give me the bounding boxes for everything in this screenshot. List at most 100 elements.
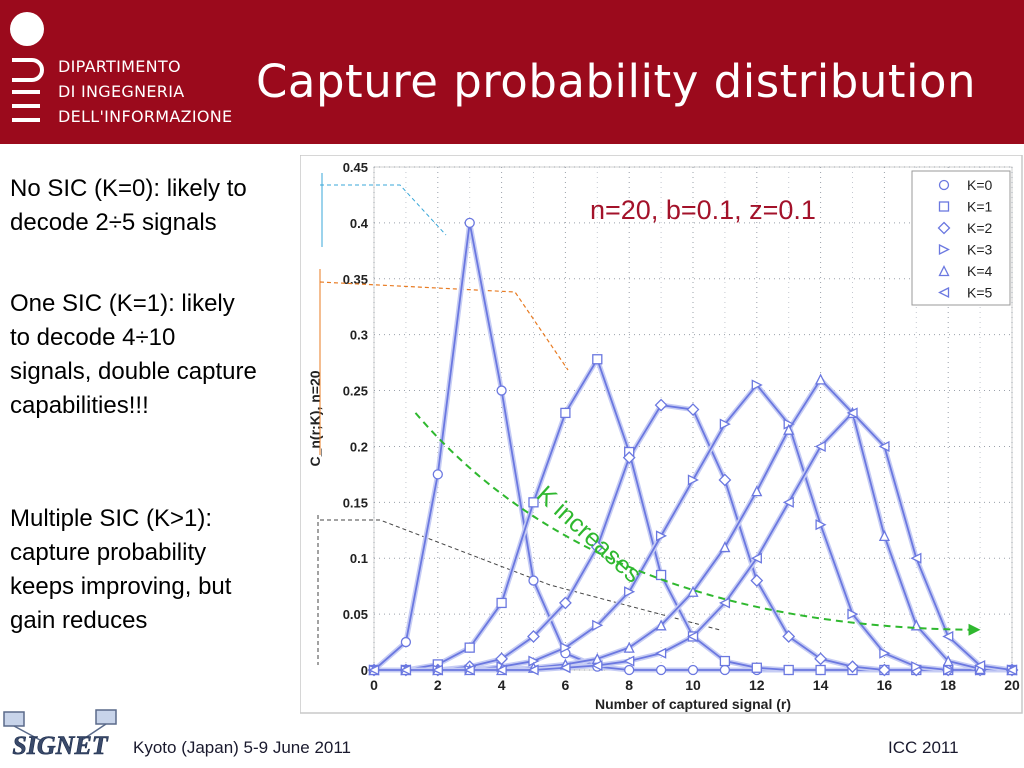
data-point xyxy=(877,663,891,677)
data-point xyxy=(846,407,858,419)
pointer-multi xyxy=(320,519,721,631)
data-point xyxy=(751,485,763,497)
data-point xyxy=(719,541,731,553)
data-point xyxy=(559,662,571,674)
data-point xyxy=(750,574,764,587)
y-axis-label: C_n(r;K), n=20 xyxy=(307,370,323,466)
note-line: decode 2÷5 signals xyxy=(10,209,217,236)
capture-probability-chart: 0 2 4 6 8 10 12 14 16 18 20 0 0.05 0.1 0.15 0.2 0.25 0.3 0… xyxy=(299,154,1023,714)
y-tick-label: 0.4 xyxy=(350,216,369,231)
data-point xyxy=(560,642,572,654)
y-tick-label: 0.1 xyxy=(350,551,368,566)
data-point xyxy=(591,659,603,672)
data-point xyxy=(463,664,475,676)
data-point xyxy=(687,630,699,643)
x-tick-label: 6 xyxy=(562,677,570,693)
data-point xyxy=(592,354,603,365)
note-line: One SIC (K=1): likely xyxy=(10,290,235,317)
data-point xyxy=(719,418,731,430)
legend-marker xyxy=(937,221,951,235)
x-tick-label: 4 xyxy=(498,677,506,693)
data-point xyxy=(623,655,635,667)
x-tick-label: 18 xyxy=(940,677,956,693)
data-point xyxy=(655,530,668,542)
slide-title: Capture probability distribution xyxy=(256,55,977,108)
x-axis-label: Number of captured signal (r) xyxy=(595,696,791,712)
department-name: DIPARTIMENTO DI INGEGNERIA DELL'INFORMAZ… xyxy=(58,54,232,129)
data-point xyxy=(942,630,954,643)
data-point xyxy=(942,655,954,667)
data-point xyxy=(943,664,955,676)
data-point xyxy=(496,385,507,396)
note-multiple-sic: Multiple SIC (K>1): capture probability … xyxy=(10,502,231,638)
x-tick-label: 12 xyxy=(749,677,765,693)
data-point xyxy=(686,403,700,416)
y-tick-label: 0.25 xyxy=(343,384,368,399)
pointer-k1 xyxy=(319,281,569,371)
data-point xyxy=(814,652,828,666)
data-point xyxy=(560,407,571,419)
legend-label: K=1 xyxy=(967,199,993,215)
data-point xyxy=(400,636,412,648)
x-tick-label: 0 xyxy=(370,677,378,693)
note-line: signals, double capture xyxy=(10,358,257,385)
data-point xyxy=(718,597,731,609)
trend-arrow xyxy=(414,412,971,631)
data-point xyxy=(592,619,604,631)
y-tick-label: 0.3 xyxy=(350,328,368,343)
data-point xyxy=(719,664,731,676)
data-point xyxy=(655,569,667,581)
note-line: to decode 4÷10 xyxy=(10,324,176,351)
data-point xyxy=(495,664,507,676)
x-tick-label: 2 xyxy=(434,677,442,693)
data-point xyxy=(815,519,827,531)
legend-marker xyxy=(938,243,950,256)
legend-label: K=4 xyxy=(967,263,993,279)
legend-marker xyxy=(938,286,950,299)
data-point xyxy=(783,423,795,435)
data-point xyxy=(464,642,475,653)
data-point xyxy=(368,664,380,676)
dept-line-3: DELL'INFORMAZIONE xyxy=(58,107,233,126)
data-point xyxy=(399,664,412,676)
data-point xyxy=(654,398,668,412)
chart-container: 0 2 4 6 8 10 12 14 16 18 20 0 0.05 0.1 0.15 0.2 0.25 0.3 0… xyxy=(299,154,1024,715)
data-point xyxy=(622,451,636,465)
pointer-k0 xyxy=(320,184,447,236)
data-point xyxy=(558,596,572,610)
data-point xyxy=(783,664,794,676)
header-bar: DIPARTIMENTO DI INGEGNERIA DELL'INFORMAZ… xyxy=(0,0,1024,144)
data-point xyxy=(750,552,762,564)
data-point xyxy=(911,661,923,673)
x-tick-label: 16 xyxy=(877,677,893,693)
data-point xyxy=(431,664,443,676)
x-tick-label: 14 xyxy=(813,677,829,693)
data-point xyxy=(655,664,667,676)
data-point xyxy=(624,664,635,676)
legend-label: K=3 xyxy=(967,242,993,258)
data-point xyxy=(719,655,731,667)
data-point xyxy=(687,474,699,486)
data-point xyxy=(527,664,539,676)
data-point xyxy=(623,641,635,653)
y-tick-label: 0.45 xyxy=(343,160,368,175)
params-annotation: n=20, b=0.1, z=0.1 xyxy=(590,195,816,225)
note-line: Multiple SIC (K>1): xyxy=(10,505,213,532)
data-point xyxy=(815,373,827,385)
data-point xyxy=(815,664,826,676)
data-point xyxy=(751,662,762,673)
data-point xyxy=(655,647,667,659)
signet-logo: SIGNET xyxy=(3,709,117,760)
legend-label: K=0 xyxy=(967,177,993,193)
data-point xyxy=(687,664,699,676)
y-tick-label: 0.05 xyxy=(343,607,368,622)
note-one-sic: One SIC (K=1): likely to decode 4÷10 sig… xyxy=(10,287,257,423)
data-point xyxy=(464,217,475,229)
university-logo-dot xyxy=(10,12,44,46)
note-line: capture probability xyxy=(10,539,207,566)
legend-box xyxy=(911,170,1011,306)
data-point xyxy=(782,630,796,643)
note-line: keeps improving, but xyxy=(10,573,232,600)
data-point xyxy=(878,440,890,452)
footer-conference: ICC 2011 xyxy=(888,738,959,757)
